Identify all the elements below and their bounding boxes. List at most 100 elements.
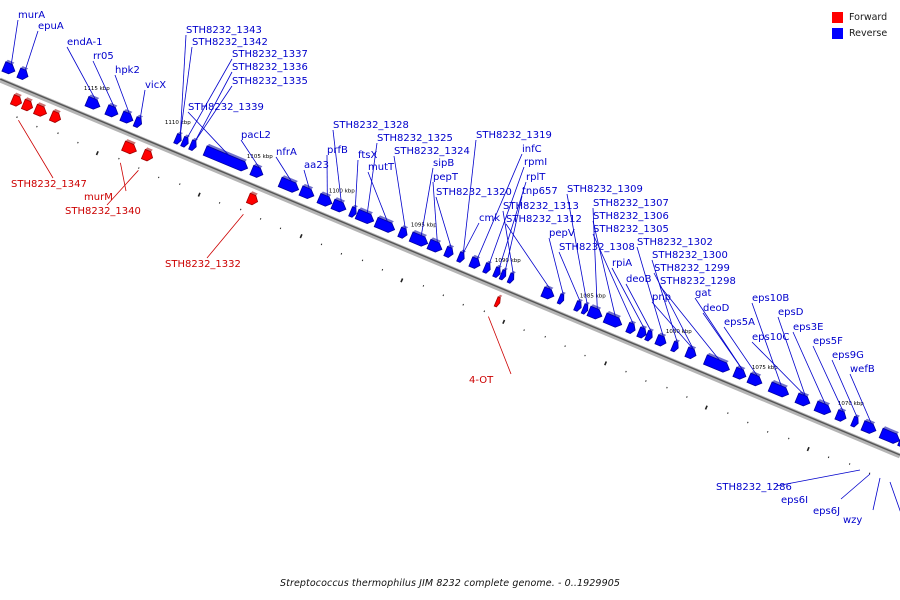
- leader-line: [194, 71, 233, 142]
- scale-tick: [848, 463, 851, 465]
- reverse-gene-arrow-3: [84, 94, 101, 110]
- leader-line: [462, 222, 480, 254]
- reverse-gene-label-17: STH8232_1328: [333, 120, 409, 131]
- reverse-gene-arrow-9-body: [188, 139, 197, 151]
- forward-gene-label-4: STH8232_1332: [165, 259, 241, 270]
- forward-gene-arrow-6-top: [145, 147, 153, 152]
- forward-gene-arrow-4: [48, 108, 62, 123]
- forward-gene-label-3: STH8232_1340: [65, 206, 141, 217]
- reverse-gene-arrow-25: [482, 260, 492, 274]
- reverse-gene-label-4: rr05: [93, 51, 114, 62]
- legend-swatch-forward: [832, 11, 843, 23]
- leader-line: [558, 251, 581, 303]
- reverse-gene-arrow-30: [556, 291, 566, 305]
- leader-line: [611, 267, 645, 329]
- reverse-gene-arrow-18-body: [373, 216, 396, 233]
- forward-gene-arrow-5-body: [121, 140, 137, 155]
- scale-tick: [604, 361, 608, 366]
- leader-line: [775, 469, 861, 487]
- scale-tick: [197, 192, 201, 197]
- reverse-gene-label-13: pacL2: [241, 130, 271, 141]
- reverse-gene-arrow-17-top: [359, 207, 373, 215]
- forward-gene-arrow-6: [140, 147, 154, 162]
- reverse-gene-arrow-15-top: [334, 197, 346, 203]
- leader-line: [702, 312, 743, 370]
- leader-line: [659, 285, 720, 361]
- scale-tick: [827, 456, 830, 459]
- reverse-gene-arrow-13-top: [302, 183, 314, 190]
- scale-tick: [381, 268, 384, 271]
- reverse-gene-arrow-37: [644, 328, 654, 342]
- reverse-gene-arrow-6-body: [132, 116, 143, 128]
- reverse-gene-arrow-31: [573, 298, 583, 312]
- reverse-gene-arrow-23: [456, 249, 466, 263]
- reverse-gene-label-23: pepT: [433, 172, 459, 183]
- forward-gene-arrow-1-top: [14, 92, 22, 97]
- reverse-gene-arrow-26-top: [496, 264, 502, 269]
- leader-line: [651, 259, 678, 343]
- scale-tick: [239, 208, 242, 211]
- genome-caption: Streptococcus thermophilus JIM 8232 comp…: [279, 578, 621, 589]
- reverse-gene-arrow-44-top: [772, 380, 788, 388]
- reverse-gene-arrow-7: [173, 131, 183, 145]
- reverse-gene-label-34: STH8232_1309: [567, 184, 643, 195]
- reverse-gene-arrow-39-body: [670, 340, 679, 353]
- reverse-gene-arrow-46: [813, 399, 832, 416]
- reverse-gene-label-29: rplT: [526, 172, 546, 183]
- scale-tick: [157, 176, 160, 179]
- leader-line: [636, 246, 664, 337]
- reverse-gene-arrow-8: [180, 134, 190, 148]
- leader-line: [462, 139, 477, 254]
- reverse-gene-arrow-35-body: [625, 321, 636, 334]
- scale-tick: [179, 183, 181, 185]
- reverse-gene-arrow-43-body: [746, 372, 763, 387]
- kbp-scale-labels: 1115 kbp 1110 kbp 1105 kbp 1100 kbp 1095 kbp…: [84, 86, 864, 407]
- reverse-gene-label-32: STH8232_1312: [506, 214, 582, 225]
- reverse-gene-label-18: ftsX: [358, 150, 377, 161]
- reverse-gene-arrow-49-body: [860, 420, 877, 434]
- reverse-gene-label-49: eps10B: [752, 293, 789, 304]
- scale-tick: [138, 167, 140, 169]
- reverse-gene-arrow-13-body: [298, 185, 315, 200]
- forward-gene-arrow-8-body: [493, 296, 501, 308]
- kbp-label: 1085 kbp: [580, 293, 606, 299]
- leader-line: [723, 326, 758, 377]
- scale-tick: [645, 380, 647, 382]
- reverse-gene-label-43: STH8232_1299: [654, 263, 730, 274]
- leader-line: [840, 473, 871, 500]
- reverse-gene-label-2: epuA: [38, 21, 64, 32]
- leader-line: [275, 156, 292, 182]
- reverse-gene-arrow-33: [586, 304, 603, 320]
- leader-line: [488, 316, 512, 375]
- bottom-gene-label-4: wzy: [843, 515, 862, 526]
- scale-tick: [462, 303, 464, 306]
- leader-line: [92, 60, 115, 108]
- forward-gene-arrow-3-top: [37, 102, 46, 108]
- scale-tick: [400, 278, 404, 283]
- forward-gene-arrow-7-top: [250, 191, 258, 196]
- reverse-gene-arrow-6: [132, 114, 143, 128]
- reverse-gene-arrow-6-top: [137, 114, 143, 119]
- reverse-gene-arrow-15: [330, 197, 347, 213]
- scale-tick: [625, 370, 627, 373]
- scale-tick: [788, 437, 790, 440]
- reverse-gene-arrow-34-top: [607, 311, 621, 318]
- scale-tick: [57, 132, 59, 135]
- leader-line: [18, 119, 54, 179]
- reverse-gene-label-41: STH8232_1302: [637, 237, 713, 248]
- reverse-gene-label-1: murA: [18, 10, 45, 21]
- forward-gene-arrow-2-top: [25, 97, 33, 102]
- kbp-label: 1110 kbp: [165, 120, 191, 126]
- leader-line: [114, 74, 130, 114]
- reverse-gene-arrow-39: [670, 339, 680, 353]
- reverse-gene-label-22: sipB: [433, 158, 454, 169]
- reverse-gene-arrow-1-top: [5, 59, 15, 65]
- kbp-label: 1100 kbp: [329, 188, 355, 194]
- reverse-gene-arrow-5-top: [123, 109, 133, 114]
- leader-line: [420, 167, 434, 236]
- reverse-gene-label-10: STH8232_1336: [232, 62, 308, 73]
- forward-gene-arrow-5-top: [125, 139, 136, 145]
- reverse-gene-label-55: wefB: [850, 364, 875, 375]
- reverse-gene-arrow-20-top: [413, 230, 427, 237]
- reverse-gene-label-53: eps5F: [813, 336, 843, 347]
